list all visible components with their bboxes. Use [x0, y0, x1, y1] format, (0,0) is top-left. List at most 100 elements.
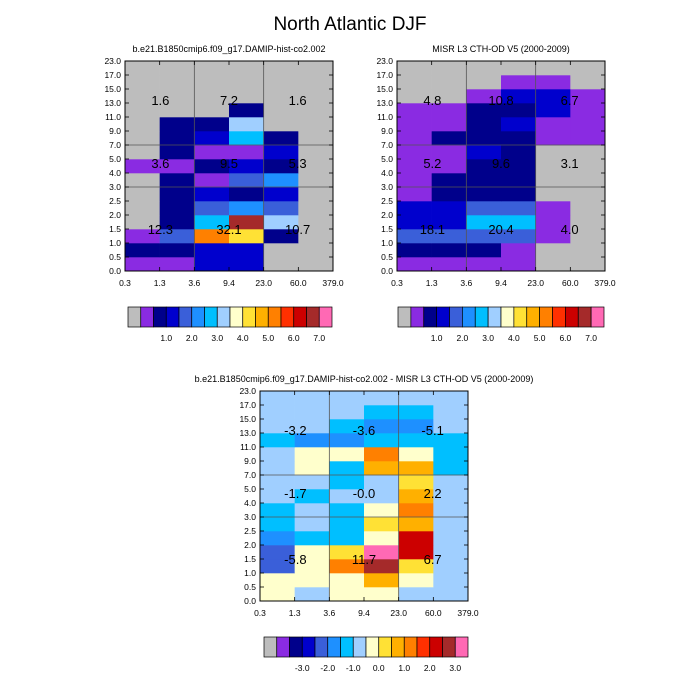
heatmap-cell: [466, 173, 502, 188]
heatmap-cell: [570, 145, 606, 160]
model-heatmap-panel: b.e21.B1850cmip6.f09_g17.DAMIP-hist-co2.…: [104, 44, 343, 343]
heatmap-cell: [398, 391, 434, 406]
heatmap-cell: [194, 131, 230, 146]
colorbar-label: 1.0: [431, 333, 443, 343]
x-tick-label: 3.6: [323, 608, 335, 618]
x-tick-label: 1.3: [289, 608, 301, 618]
colorbar-swatch: [403, 636, 418, 658]
heatmap-cell: [397, 159, 432, 174]
heatmap-cell: [260, 433, 295, 448]
heatmap-cell: [466, 145, 502, 160]
y-tick-label: 11.0: [105, 112, 121, 122]
heatmap-cell: [466, 201, 502, 216]
colorbar-swatch: [410, 306, 425, 328]
colorbar-swatch: [454, 636, 469, 658]
heatmap-cell: [570, 201, 606, 216]
heatmap-cell: [294, 391, 330, 406]
heatmap-cell: [398, 489, 434, 504]
colorbar-swatch: [513, 306, 528, 328]
heatmap-cell: [263, 117, 299, 132]
heatmap-cell: [329, 433, 365, 448]
heatmap-cell: [263, 243, 299, 258]
region-percentage-label: 3.1: [561, 156, 579, 171]
heatmap-cell: [398, 587, 434, 602]
heatmap-cell: [298, 229, 334, 244]
x-tick-label: 9.4: [358, 608, 370, 618]
y-tick-label: 0.5: [109, 252, 121, 262]
heatmap-cell: [535, 61, 571, 76]
heatmap-cell: [431, 103, 467, 118]
heatmap-cell: [125, 117, 160, 132]
heatmap-cell: [364, 475, 399, 490]
heatmap-cell: [501, 159, 536, 174]
heatmap-cell: [298, 117, 334, 132]
heatmap-cell: [570, 215, 606, 230]
heatmap-cell: [294, 461, 330, 476]
heatmap-cell: [298, 145, 334, 160]
heatmap-cell: [466, 75, 502, 90]
heatmap-cell: [431, 145, 467, 160]
heatmap-cell: [260, 545, 295, 560]
heatmap-cell: [501, 229, 536, 244]
heatmap-cell: [294, 587, 330, 602]
colorbar-swatch: [474, 306, 489, 328]
heatmap-cell: [398, 517, 434, 532]
y-tick-label: 13.0: [104, 98, 121, 108]
x-tick-label: 1.3: [154, 278, 166, 288]
heatmap-cell: [229, 173, 264, 188]
heatmap-cell: [397, 173, 432, 188]
colorbar-swatch: [577, 306, 592, 328]
colorbar-swatch: [263, 636, 278, 658]
heatmap-cell: [501, 215, 536, 230]
heatmap-cell: [433, 545, 469, 560]
heatmap-cell: [263, 89, 299, 104]
region-percentage-label: 4.8: [423, 93, 441, 108]
heatmap-cell: [535, 229, 571, 244]
colorbar-swatch: [500, 306, 515, 328]
heatmap-cell: [466, 61, 502, 76]
heatmap-cell: [159, 201, 195, 216]
heatmap-cell: [397, 229, 432, 244]
heatmap-cell: [159, 257, 195, 272]
heatmap-cell: [298, 75, 334, 90]
heatmap-cell: [397, 243, 432, 258]
heatmap-cell: [433, 531, 469, 546]
heatmap-cell: [194, 215, 230, 230]
heatmap-cell: [535, 117, 571, 132]
heatmap-cell: [431, 201, 467, 216]
y-tick-label: 1.5: [381, 224, 393, 234]
heatmap-cell: [501, 257, 536, 272]
colorbar-swatch: [552, 306, 566, 328]
heatmap-cell: [570, 173, 606, 188]
colorbar-swatch: [280, 306, 295, 328]
heatmap-cell: [398, 419, 434, 434]
heatmap-cell: [229, 243, 264, 258]
y-tick-label: 7.0: [244, 470, 256, 480]
heatmap-cell: [260, 587, 295, 602]
heatmap-cell: [397, 215, 432, 230]
heatmap-cell: [229, 117, 264, 132]
heatmap-cell: [329, 475, 365, 490]
heatmap-cell: [229, 187, 264, 202]
heatmap-cell: [501, 201, 536, 216]
colorbar-label: -1.0: [346, 663, 361, 673]
heatmap-cell: [229, 131, 264, 146]
heatmap-cell: [535, 159, 571, 174]
colorbar-swatch: [204, 306, 218, 328]
region-percentage-label: -3.6: [353, 423, 375, 438]
x-tick-label: 23.0: [255, 278, 272, 288]
heatmap-cell: [229, 159, 264, 174]
y-tick-label: 5.0: [109, 154, 121, 164]
heatmap-cell: [125, 243, 160, 258]
heatmap-cell: [229, 257, 264, 272]
colorbar-swatch: [397, 306, 412, 328]
heatmap-cell: [194, 159, 230, 174]
heatmap-cell: [263, 187, 299, 202]
heatmap-cell: [294, 531, 330, 546]
heatmap-cell: [260, 475, 295, 490]
region-percentage-label: 9.6: [492, 156, 510, 171]
heatmap-cell: [570, 103, 606, 118]
colorbar-swatch: [153, 306, 167, 328]
heatmap-cell: [364, 559, 399, 574]
y-tick-label: 3.0: [109, 182, 121, 192]
